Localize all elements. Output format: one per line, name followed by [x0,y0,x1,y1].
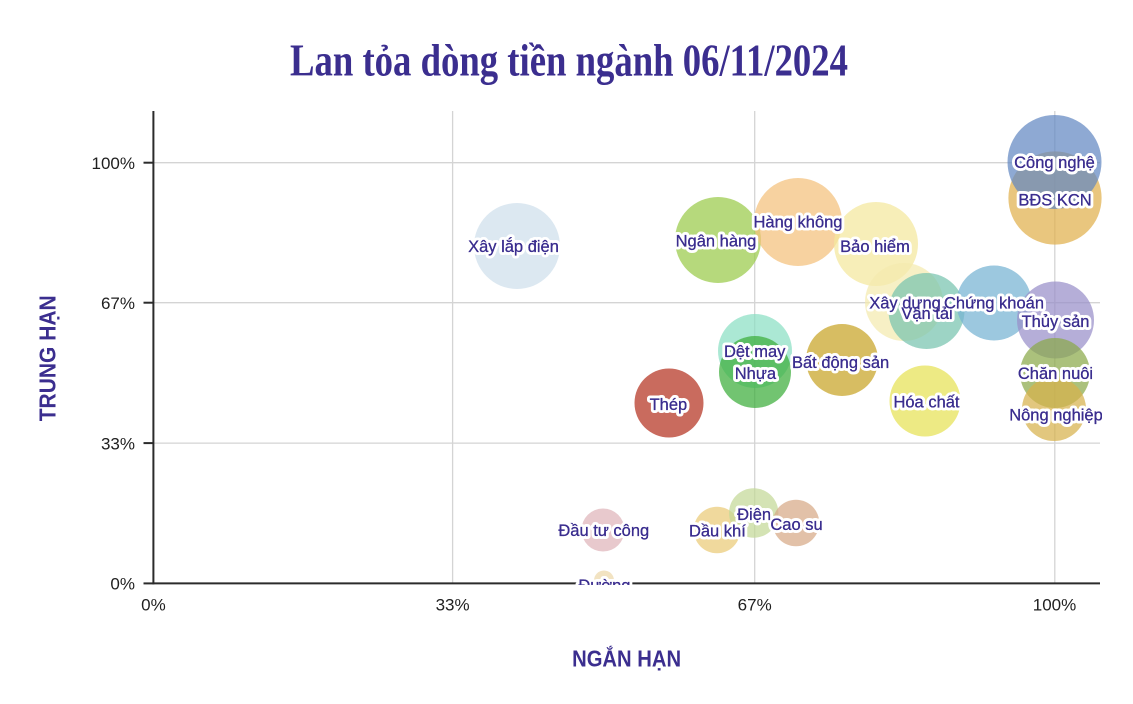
svg-text:67%: 67% [738,595,772,614]
svg-text:Hàng không: Hàng không [754,214,843,232]
svg-text:Bảo hiểm: Bảo hiểm [840,238,910,256]
svg-text:Bảo hiểm: Bảo hiểm [840,238,910,256]
svg-text:Xây lắp điện: Xây lắp điện [468,237,559,256]
svg-text:Bất động sản: Bất động sản [792,354,889,372]
svg-text:100%: 100% [1033,595,1076,614]
svg-text:Chăn nuôi: Chăn nuôi [1018,365,1093,383]
svg-text:Đường: Đường [578,577,630,595]
svg-text:Điện: Điện [737,506,771,524]
svg-text:Hóa chất: Hóa chất [893,394,959,412]
svg-text:Nhựa: Nhựa [735,365,777,383]
svg-text:Hóa chất: Hóa chất [893,394,959,412]
svg-text:33%: 33% [436,595,470,614]
svg-text:Thép: Thép [650,396,688,414]
svg-text:Đầu tư công: Đầu tư công [558,522,649,540]
svg-text:Xây lắp điện: Xây lắp điện [468,237,559,256]
svg-text:Dệt may: Dệt may [724,343,786,361]
svg-text:Đường: Đường [578,577,630,595]
svg-text:Xây dựng: Xây dựng [869,295,941,313]
svg-text:Cao su: Cao su [770,516,822,534]
svg-text:67%: 67% [101,294,135,313]
svg-text:Bất động sản: Bất động sản [792,354,889,372]
svg-text:Vận tải: Vận tải [901,305,952,323]
svg-text:Chăn nuôi: Chăn nuôi [1018,365,1093,383]
svg-text:Hàng không: Hàng không [754,214,843,232]
svg-text:BĐS KCN: BĐS KCN [1018,192,1091,210]
svg-text:NGẮN HẠN: NGẮN HẠN [572,645,681,672]
svg-text:TRUNG HẠN: TRUNG HẠN [35,295,61,421]
svg-text:Dầu khí: Dầu khí [689,523,746,541]
svg-text:Công nghệ: Công nghệ [1014,154,1095,172]
svg-text:Đầu tư công: Đầu tư công [558,522,649,540]
svg-text:Thủy sản: Thủy sản [1022,313,1090,331]
svg-text:BĐS KCN: BĐS KCN [1018,192,1091,210]
svg-text:Nhựa: Nhựa [735,365,777,383]
svg-text:Dầu khí: Dầu khí [689,523,746,541]
svg-text:Thép: Thép [650,396,688,414]
svg-text:Dệt may: Dệt may [724,343,786,361]
svg-text:0%: 0% [141,595,166,614]
svg-text:33%: 33% [101,434,135,453]
svg-text:Chứng khoán: Chứng khoán [944,295,1044,313]
svg-text:Ngân hàng: Ngân hàng [676,233,757,251]
svg-text:Công nghệ: Công nghệ [1014,154,1095,172]
svg-text:100%: 100% [92,154,135,173]
svg-text:Cao su: Cao su [770,516,822,534]
svg-text:Nông nghiệp: Nông nghiệp [1009,407,1103,425]
svg-text:Xây dựng: Xây dựng [869,295,941,313]
svg-text:0%: 0% [110,575,135,594]
svg-text:Điện: Điện [737,506,771,524]
svg-text:Nông nghiệp: Nông nghiệp [1009,407,1103,425]
svg-text:Chứng khoán: Chứng khoán [944,295,1044,313]
svg-text:Ngân hàng: Ngân hàng [676,233,757,251]
svg-text:Thủy sản: Thủy sản [1022,313,1090,331]
svg-text:Vận tải: Vận tải [901,305,952,323]
svg-text:Lan tỏa dòng tiền ngành 06/11/: Lan tỏa dòng tiền ngành 06/11/2024 [290,36,848,86]
